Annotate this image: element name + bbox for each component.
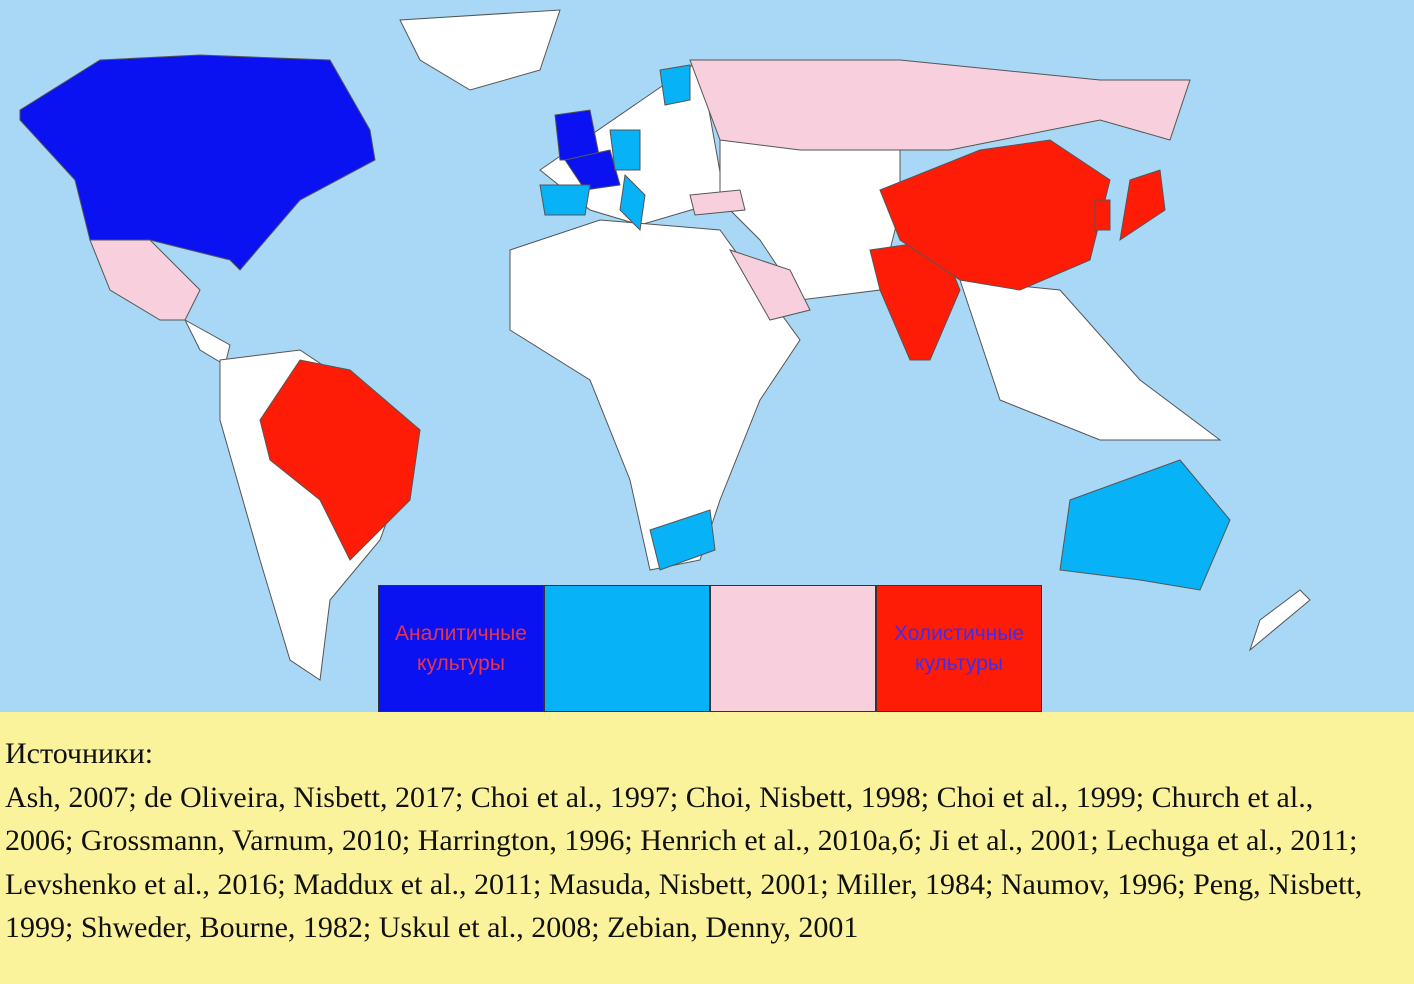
countries <box>19 54 1231 591</box>
country <box>89 239 201 321</box>
country <box>539 184 591 216</box>
country <box>689 59 1191 151</box>
country <box>259 359 421 561</box>
country <box>649 509 716 571</box>
legend-swatch: Аналитичные культуры <box>378 585 544 712</box>
country <box>1094 199 1111 231</box>
country <box>879 139 1111 291</box>
sources-text: Ash, 2007; de Oliveira, Nisbett, 2017; C… <box>5 780 1363 945</box>
country <box>19 54 376 271</box>
country <box>619 173 646 232</box>
sources-heading: Источники: <box>5 737 154 770</box>
country <box>728 249 811 321</box>
legend: Аналитичные культуры Холистичные культуры <box>378 585 1042 712</box>
country <box>659 64 691 106</box>
country <box>1059 459 1231 591</box>
country <box>689 189 746 216</box>
sources: Источники: Ash, 2007; de Oliveira, Nisbe… <box>0 712 1414 984</box>
legend-swatch <box>710 585 876 712</box>
legend-swatch <box>544 585 710 712</box>
legend-swatch: Холистичные культуры <box>876 585 1042 712</box>
country <box>1119 169 1166 242</box>
country <box>609 129 641 171</box>
legend-label: Аналитичные культуры <box>395 621 527 675</box>
country <box>564 149 621 191</box>
legend-label: Холистичные культуры <box>893 621 1025 675</box>
